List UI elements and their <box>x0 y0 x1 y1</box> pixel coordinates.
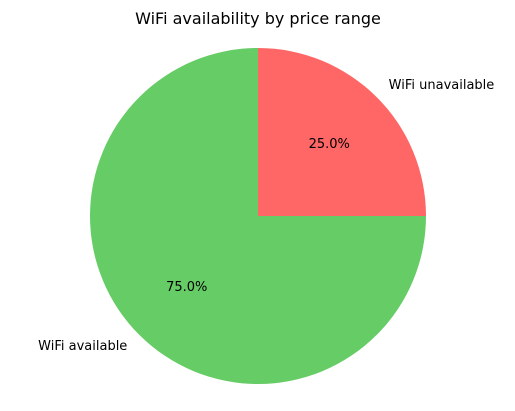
pie-slices <box>90 48 426 384</box>
pie-slice-wifi-unavailable <box>258 48 426 216</box>
pct-label-wifi-unavailable: 25.0% <box>309 137 350 152</box>
slice-label-wifi-available: WiFi available <box>38 339 127 354</box>
pct-label-wifi-available: 75.0% <box>166 280 207 295</box>
pie-slice-wifi-available <box>90 48 426 384</box>
pie-labels: WiFi unavailable 25.0% WiFi available 75.0% <box>38 78 494 354</box>
slice-label-wifi-unavailable: WiFi unavailable <box>389 78 495 93</box>
chart-title: WiFi availability by price range <box>135 9 381 28</box>
